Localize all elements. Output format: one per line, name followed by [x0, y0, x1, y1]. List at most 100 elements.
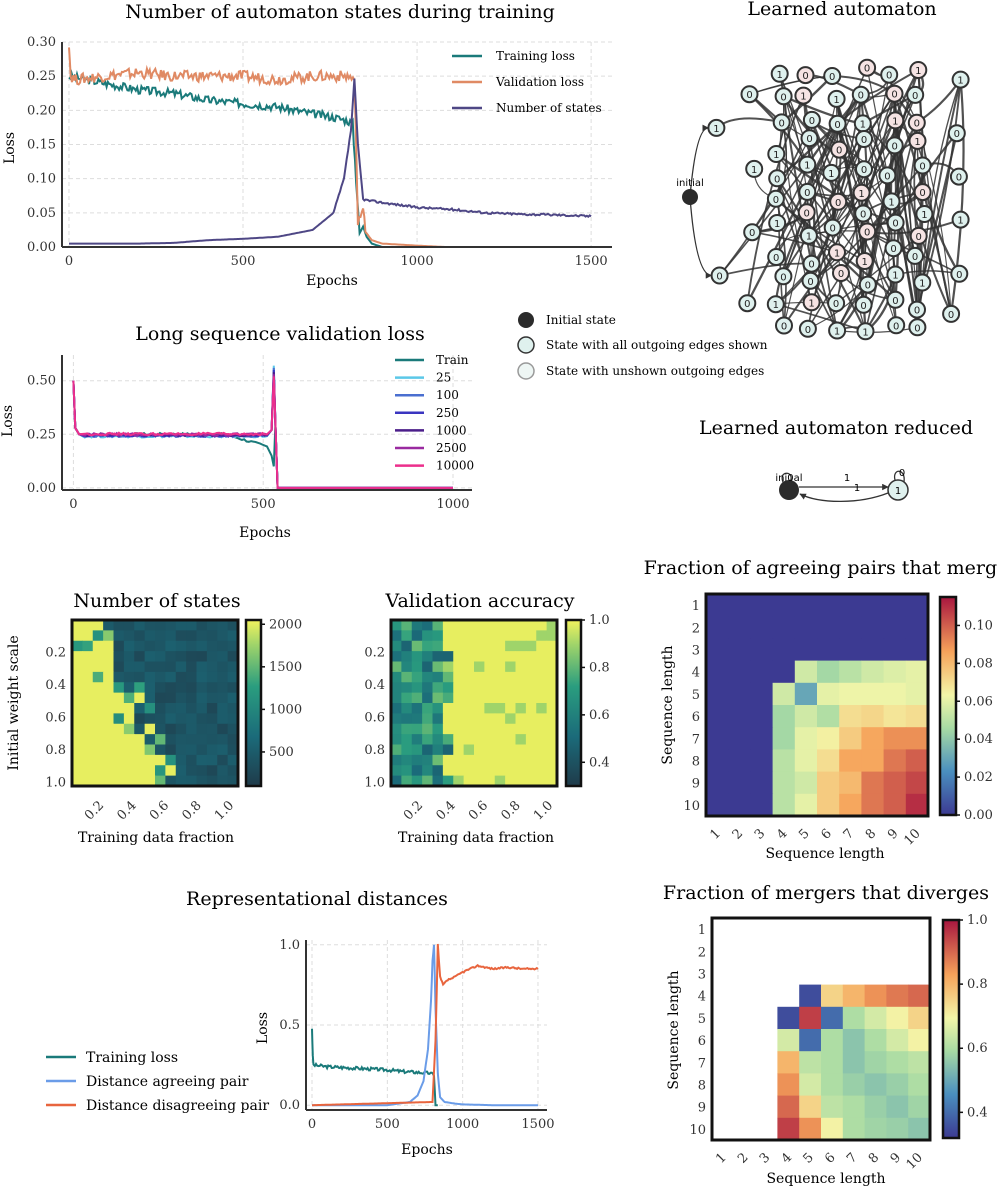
heatmap-cell — [72, 765, 83, 777]
heatmap-cell — [886, 1006, 909, 1030]
y-tick-label: 5 — [698, 1012, 706, 1027]
heatmap-cell — [842, 1095, 866, 1119]
heatmap-cell — [134, 640, 146, 652]
automaton-diagram: Learned automaton 1 0 0 1 0 0 1 0 0 1 0 0 1 0 0 1 0 0 1 0 0 1… — [676, 0, 970, 341]
heatmap-cell — [155, 734, 166, 745]
heatmap-cell — [82, 744, 94, 756]
heatmap-cell — [155, 620, 166, 631]
reduced-automaton: Learned automaton reduced ini0al 1 1 1 0 — [699, 417, 973, 503]
heatmap-cell — [484, 765, 496, 777]
series-line-distance-disagreeing-pair — [312, 943, 539, 1107]
automaton-state — [949, 167, 968, 186]
heatmap-cell — [883, 594, 907, 617]
heatmap-cell — [546, 682, 558, 694]
heatmap-cell — [227, 630, 239, 642]
heatmap-cell — [525, 630, 537, 642]
heatmap-cell — [463, 703, 475, 714]
heatmap-cell — [92, 620, 104, 631]
heatmap-cell — [494, 640, 506, 652]
heatmap-cell — [123, 671, 135, 683]
y-tick-label: 3 — [692, 644, 700, 659]
heatmap-cell — [196, 744, 208, 756]
heatmap-cell — [886, 1073, 909, 1097]
colorbar-tick-label: 0.06 — [964, 694, 993, 709]
heatmap-cell — [123, 640, 135, 652]
heatmap-cell — [453, 734, 465, 745]
automaton-state-label: 1 — [751, 165, 757, 176]
heatmap-cell — [186, 723, 197, 735]
heatmap-cell — [401, 671, 413, 683]
heatmap-cell — [401, 640, 413, 652]
heatmap-cell — [155, 661, 166, 673]
automaton-state — [851, 85, 870, 104]
heatmap-cell — [536, 765, 548, 777]
x-tick-label: 0.6 — [147, 798, 172, 823]
heatmap-cell — [186, 754, 197, 766]
heatmap-cell — [442, 775, 454, 787]
heatmap-cell — [442, 734, 454, 745]
heatmap-cell — [103, 692, 114, 704]
reduced-node-1 — [887, 479, 909, 501]
automaton-state-label: 0 — [805, 325, 811, 336]
heatmap-cell — [134, 651, 146, 662]
automaton-state — [743, 223, 762, 242]
heatmap-cell — [134, 661, 146, 673]
automaton-state-label: 0 — [744, 299, 750, 310]
x-tick-label: 3 — [757, 1150, 773, 1166]
heatmap-cell — [525, 734, 537, 745]
heatmap-cell — [772, 638, 796, 662]
heatmap-cell — [155, 703, 166, 714]
heatmap-cell — [515, 723, 527, 735]
heatmap-cell — [391, 765, 402, 777]
heatmap-cell — [103, 765, 114, 777]
colorbar-tick-label: 1500 — [269, 660, 302, 675]
automaton-state-partial — [913, 183, 932, 202]
heatmap-cell — [134, 744, 146, 756]
heatmap-cell — [525, 651, 537, 662]
y-axis-label: Loss — [0, 405, 16, 437]
heatmap-cell — [799, 1095, 822, 1119]
heatmap-cell — [401, 682, 413, 694]
heatmap-cell — [494, 682, 506, 694]
heatmap-cell — [505, 734, 516, 745]
colorbar-tick-label: 1.0 — [967, 913, 988, 928]
plot-frame — [710, 916, 932, 1142]
heatmap-cell — [861, 793, 885, 817]
heatmap-cell — [217, 713, 229, 725]
heatmap-cell — [72, 754, 83, 766]
automaton-state — [823, 218, 842, 237]
heatmap-cell — [453, 640, 465, 652]
heatmap-cell — [886, 1051, 909, 1074]
heatmap-cell — [186, 713, 197, 725]
heatmap-cell — [144, 651, 156, 662]
heatmap-cell — [217, 651, 229, 662]
automaton-edge — [782, 94, 862, 277]
heatmap-cell — [484, 744, 496, 756]
heatmap-cell — [217, 754, 229, 766]
automaton-state-label: 1 — [892, 271, 898, 282]
heatmap-cell — [422, 651, 433, 662]
heatmap-cell — [728, 749, 751, 773]
automaton-state-label: 0 — [804, 188, 810, 199]
heatmap-cell — [82, 630, 94, 642]
heatmap-cell — [411, 723, 423, 735]
heatmap-cell — [861, 705, 885, 728]
automaton-state-label: 0 — [948, 310, 954, 321]
x-tick-label: 1000 — [401, 254, 434, 269]
automaton-state-label: 0 — [860, 301, 866, 312]
heatmap-cell — [706, 749, 729, 773]
automaton-state-label: 0 — [808, 260, 814, 271]
heatmap-cell — [706, 682, 729, 706]
heatmap-cell — [525, 671, 537, 683]
heatmap-cell — [72, 620, 83, 631]
heatmap-cell — [123, 703, 135, 714]
heatmap-cell — [196, 775, 208, 787]
x-tick-label: 500 — [231, 254, 256, 269]
x-axis-label: Training data fraction — [398, 830, 554, 846]
heatmap-cell — [536, 682, 548, 694]
chart-title: Number of automaton states during traini… — [125, 1, 554, 23]
heatmap-cell — [175, 703, 187, 714]
heatmap-cell — [72, 734, 83, 745]
heatmap-cell — [505, 692, 516, 704]
automaton-state — [766, 189, 785, 208]
